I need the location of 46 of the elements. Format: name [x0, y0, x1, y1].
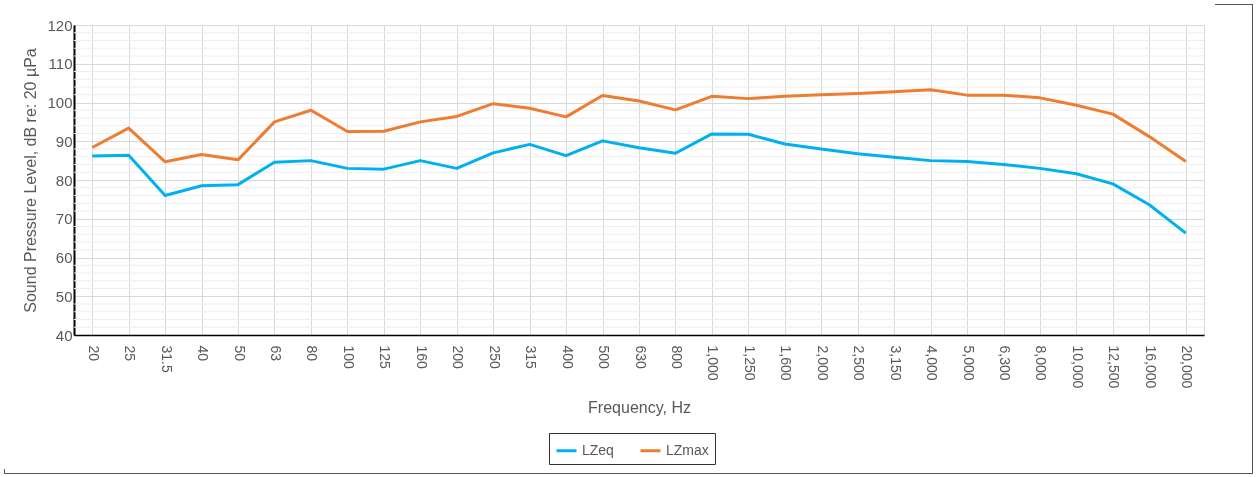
- x-tick-label: 80: [304, 345, 321, 362]
- x-tick-label: 315: [523, 345, 540, 370]
- x-tick-label: 63: [267, 345, 284, 362]
- x-tick-label: 125: [377, 345, 394, 370]
- x-tick-label: 1,600: [778, 345, 795, 381]
- x-tick-label: 400: [559, 345, 576, 370]
- y-tick-label: 80: [55, 171, 73, 189]
- y-tick-label: 70: [55, 210, 73, 228]
- x-tick-label: 50: [231, 345, 248, 362]
- x-tick-label: 2,000: [814, 345, 831, 381]
- y-axis-title: Sound Pressure Level, dB re: 20 µPa: [22, 48, 40, 313]
- x-tick-label: 100: [340, 345, 357, 370]
- y-tick-label: 40: [55, 326, 73, 344]
- x-tick-label: 20,000: [1179, 345, 1196, 389]
- x-tick-label: 6,300: [997, 345, 1014, 381]
- x-tick-label: 1,250: [741, 345, 758, 381]
- x-tick-label: 16,000: [1142, 345, 1159, 389]
- y-tick-label: 120: [47, 16, 73, 34]
- x-tick-label: 800: [668, 345, 685, 370]
- x-tick-label: 1,000: [705, 345, 722, 381]
- x-tick-label: 10,000: [1069, 345, 1086, 389]
- x-tick-label: 160: [413, 345, 430, 370]
- x-tick-label: 5,000: [960, 345, 977, 381]
- line-series: [90, 88, 1188, 164]
- x-tick-label: 40: [195, 345, 212, 362]
- legend-label: LZeq: [582, 441, 614, 458]
- legend-label: LZmax: [666, 441, 709, 458]
- x-tick-label: 20: [85, 345, 102, 362]
- x-tick-label: 500: [596, 345, 613, 370]
- x-tick-label: 25: [122, 345, 139, 362]
- y-tick-label: 90: [55, 132, 73, 150]
- x-tick-label: 2,500: [851, 345, 868, 381]
- x-tick-label: 12,500: [1106, 345, 1123, 389]
- y-tick-label: 60: [55, 249, 73, 266]
- line-series: [90, 132, 1188, 235]
- x-tick-label: 31.5: [158, 345, 175, 373]
- x-tick-label: 630: [632, 345, 649, 370]
- x-tick-label: 3,150: [887, 345, 904, 381]
- x-tick-label: 200: [450, 345, 467, 370]
- x-tick-label: 8,000: [1033, 345, 1050, 381]
- y-tick-label: 50: [55, 287, 73, 305]
- y-tick-label: 110: [48, 55, 73, 73]
- x-tick-label: 4,000: [924, 345, 941, 381]
- y-tick-label: 100: [47, 94, 73, 111]
- x-axis-title: Frequency, Hz: [588, 399, 691, 417]
- x-tick-label: 250: [486, 345, 503, 370]
